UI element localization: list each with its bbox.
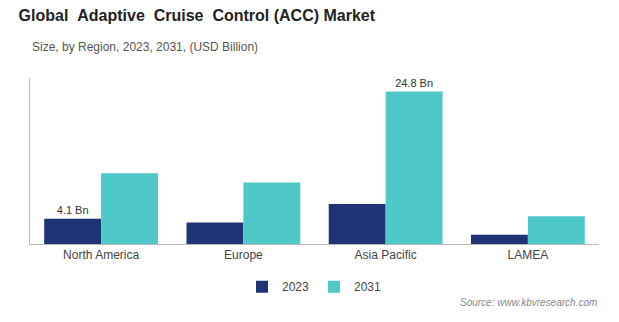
svg-text:24.8 Bn: 24.8 Bn [395, 77, 433, 89]
svg-text:Global Adaptive Cruise Cont: Global Adaptive Cruise Control (ACC) Mar… [19, 7, 376, 24]
svg-text:North America: North America [63, 248, 139, 262]
svg-text:LAMEA: LAMEA [508, 248, 549, 262]
svg-text:Asia Pacific: Asia Pacific [355, 248, 417, 262]
svg-text:2031: 2031 [354, 280, 381, 294]
svg-text:4.1 Bn: 4.1 Bn [57, 204, 89, 216]
svg-text:Size, by Region, 2023, 2031, (: Size, by Region, 2023, 2031, (USD Billio… [32, 40, 258, 54]
svg-text:Source: www.kbvresearch.com: Source: www.kbvresearch.com [460, 297, 597, 308]
svg-text:Europe: Europe [224, 248, 263, 262]
svg-text:2023: 2023 [282, 280, 309, 294]
